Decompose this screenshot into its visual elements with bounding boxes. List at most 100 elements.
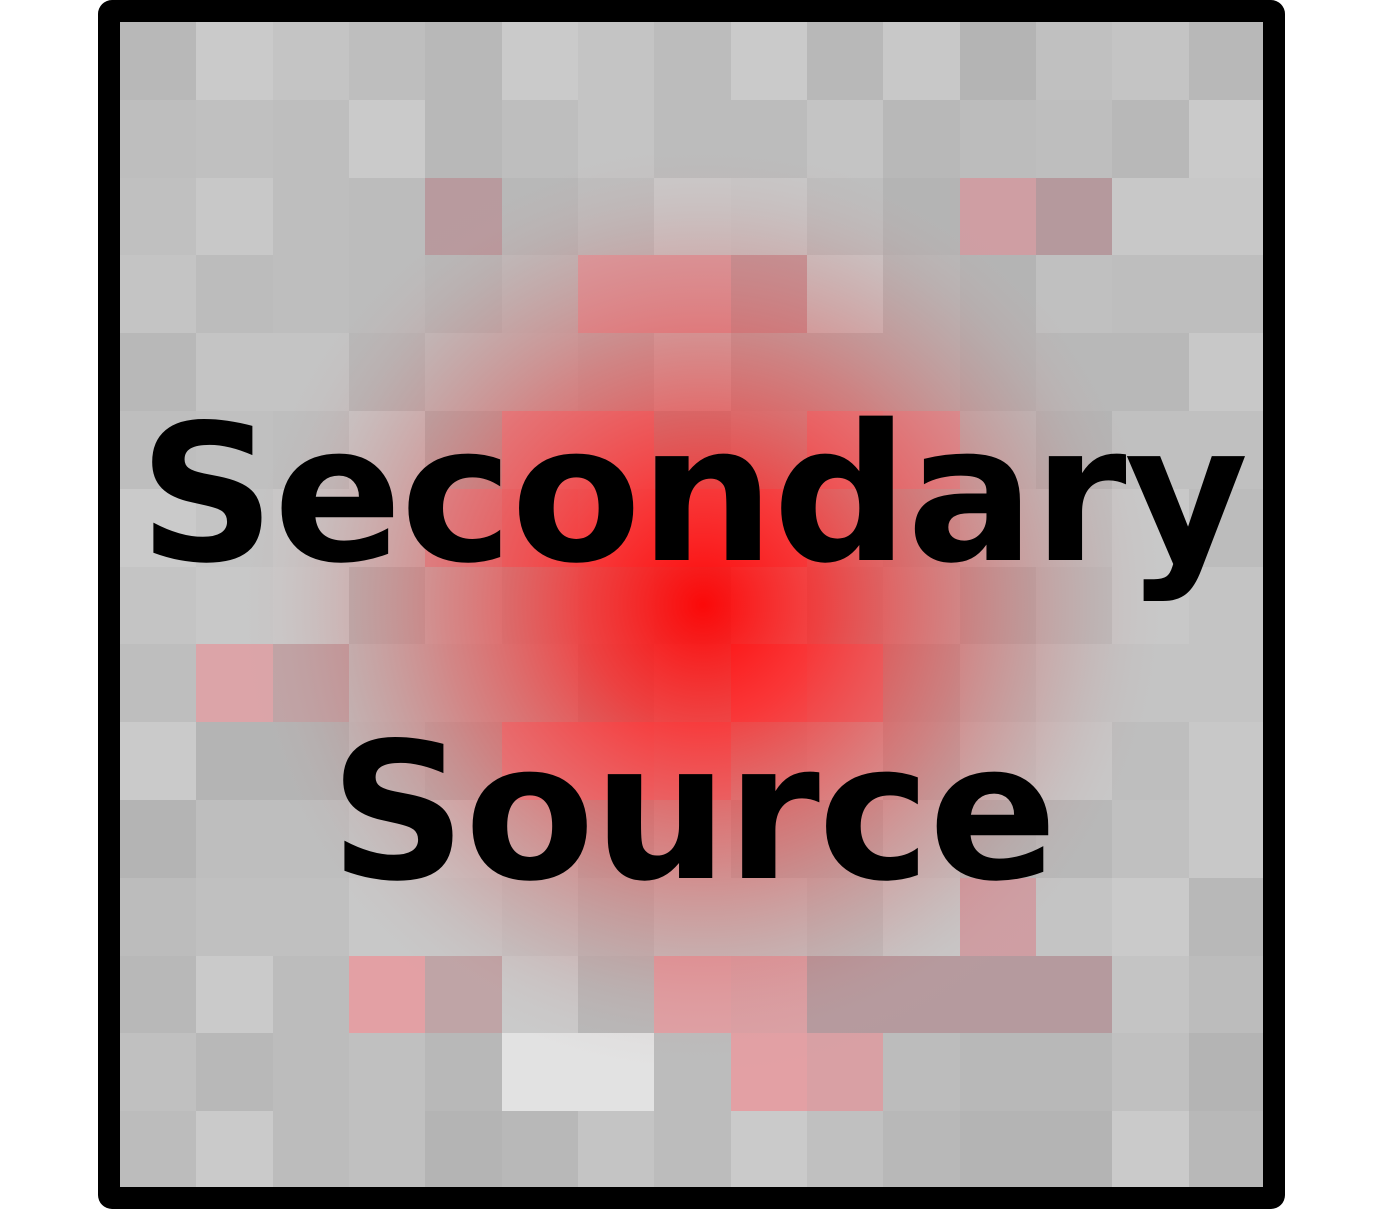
texture-pixel xyxy=(654,22,732,100)
texture-pixel xyxy=(578,177,655,256)
texture-pixel xyxy=(1188,99,1263,178)
texture-pixel xyxy=(425,1033,503,1112)
texture-pixel xyxy=(1036,1033,1113,1112)
texture-pixel xyxy=(1188,800,1263,878)
texture-pixel xyxy=(883,255,961,334)
texture-pixel xyxy=(425,255,503,334)
texture-pixel xyxy=(425,22,503,100)
texture-pixel xyxy=(578,1111,655,1187)
texture-pixel xyxy=(959,955,1037,1034)
texture-pixel xyxy=(272,1033,350,1112)
texture-pixel xyxy=(1112,1033,1190,1112)
texture-pixel xyxy=(807,177,884,256)
texture-pixel xyxy=(578,1033,655,1112)
texture-pixel xyxy=(1112,99,1190,178)
texture-pixel xyxy=(654,1033,732,1112)
texture-pixel xyxy=(578,99,655,178)
texture-pixel xyxy=(1188,411,1263,489)
texture-pixel xyxy=(807,99,884,178)
texture-pixel xyxy=(196,22,274,100)
texture-pixel xyxy=(120,877,197,956)
texture-pixel xyxy=(883,1111,961,1187)
texture-pixel xyxy=(730,1111,808,1187)
texture-pixel xyxy=(1112,22,1190,100)
texture-pixel xyxy=(349,1033,426,1112)
texture-pixel xyxy=(272,22,350,100)
texture-pixel xyxy=(1188,722,1263,801)
texture-pixel xyxy=(501,255,579,334)
texture-pixel xyxy=(120,255,197,334)
texture-pixel xyxy=(1188,566,1263,645)
texture-pixel xyxy=(501,955,579,1034)
texture-pixel xyxy=(1036,955,1113,1034)
texture-pixel xyxy=(501,99,579,178)
texture-pixel xyxy=(1188,177,1263,256)
texture-pixel xyxy=(196,99,274,178)
texture-pixel xyxy=(120,1033,197,1112)
texture-pixel xyxy=(883,177,961,256)
texture-pixel xyxy=(349,1111,426,1187)
texture-pixel xyxy=(578,955,655,1034)
texture-pixel xyxy=(120,411,197,489)
texture-pixel xyxy=(959,22,1037,100)
texture-pixel xyxy=(883,22,961,100)
texture-pixel xyxy=(501,177,579,256)
texture-pixel xyxy=(349,255,426,334)
texture-pixel xyxy=(578,22,655,100)
texture-pixel xyxy=(807,22,884,100)
texture-pixel xyxy=(959,1033,1037,1112)
texture-pixel xyxy=(959,99,1037,178)
texture-pixel xyxy=(730,255,808,334)
texture-pixel xyxy=(1188,488,1263,567)
texture-pixel xyxy=(654,177,732,256)
texture-pixel xyxy=(120,333,197,412)
texture-pixel xyxy=(1188,255,1263,334)
texture-pixel xyxy=(120,644,197,723)
texture-pixel xyxy=(349,177,426,256)
texture-pixel xyxy=(883,955,961,1034)
texture-pixel xyxy=(1112,177,1190,256)
texture-pixel xyxy=(807,1111,884,1187)
texture-pixel xyxy=(730,955,808,1034)
texture-pixel xyxy=(120,566,197,645)
texture-pixel xyxy=(807,955,884,1034)
texture-pixel xyxy=(654,1111,732,1187)
texture-pixel xyxy=(349,955,426,1034)
texture-pixel xyxy=(425,177,503,256)
texture-pixel xyxy=(196,955,274,1034)
texture-pixel xyxy=(425,1111,503,1187)
texture-pixel xyxy=(1188,333,1263,412)
texture-pixel xyxy=(425,955,503,1034)
texture-pixel xyxy=(1036,22,1113,100)
texture-pixel xyxy=(1112,644,1190,723)
texture-pixel xyxy=(807,255,884,334)
texture-pixel xyxy=(1188,877,1263,956)
redstone-block-tile: Secondary Source xyxy=(98,0,1285,1209)
texture-pixel xyxy=(272,177,350,256)
texture-pixel xyxy=(1036,99,1113,178)
texture-pixel xyxy=(120,99,197,178)
texture-pixel xyxy=(1188,1111,1263,1187)
texture-pixel xyxy=(196,1033,274,1112)
texture-pixel xyxy=(654,99,732,178)
texture-pixel xyxy=(883,1033,961,1112)
texture-pixel xyxy=(1036,255,1113,334)
texture-pixel xyxy=(1036,177,1113,256)
texture-pixel xyxy=(1188,22,1263,100)
texture-pixel xyxy=(501,1111,579,1187)
texture-pixel xyxy=(807,1033,884,1112)
texture-pixel xyxy=(196,1111,274,1187)
pixel-texture xyxy=(120,22,1263,1187)
texture-pixel xyxy=(730,1033,808,1112)
texture-pixel xyxy=(349,22,426,100)
texture-pixel xyxy=(578,255,655,334)
texture-pixel xyxy=(272,255,350,334)
texture-pixel xyxy=(272,955,350,1034)
texture-pixel xyxy=(730,22,808,100)
texture-pixel xyxy=(1112,1111,1190,1187)
texture-pixel xyxy=(1036,1111,1113,1187)
texture-pixel xyxy=(120,800,197,878)
texture-pixel xyxy=(1188,955,1263,1034)
title-line-1: Secondary xyxy=(138,384,1249,605)
texture-pixel xyxy=(120,1111,197,1187)
